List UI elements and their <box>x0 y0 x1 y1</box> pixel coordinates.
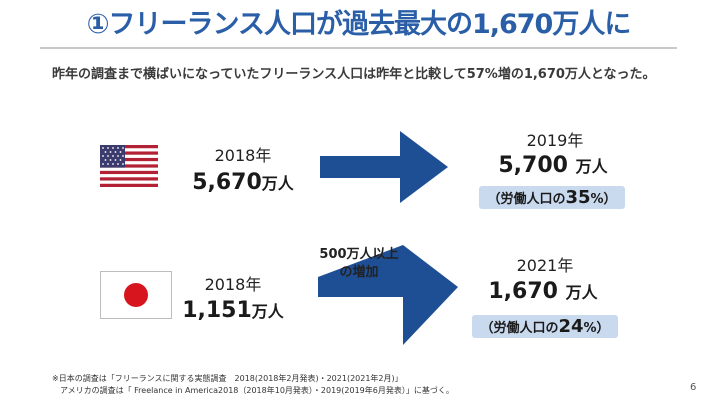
jp-before-population: 1,151万人 <box>168 298 298 323</box>
footnotes: ※日本の調査は「フリーランスに関する実態調査 2018(2018年2月発表)・2… <box>52 373 454 397</box>
jp-share-pct: 24 <box>558 316 584 337</box>
us-labor-share-badge: （労働人口の35%） <box>479 186 625 209</box>
jp-after-year: 2021年 <box>516 256 574 275</box>
title-divider <box>40 47 677 49</box>
us-before-year: 2018年 <box>214 146 272 165</box>
jp-share-prefix: （労働人口の <box>480 321 559 336</box>
us-flag-stripes <box>100 145 158 187</box>
jp-before-value: 1,151 <box>182 298 252 323</box>
jp-share-suffix: %） <box>583 321 610 336</box>
page-number: 6 <box>690 382 697 393</box>
us-before-population: 5,670万人 <box>178 170 308 195</box>
us-after-value: 5,700 <box>498 153 568 178</box>
us-flag-stars <box>102 147 124 165</box>
jp-before-unit: 万人 <box>251 302 284 321</box>
jp-after-value: 1,670 <box>488 279 558 304</box>
us-share-suffix: %） <box>590 192 617 207</box>
us-before-unit: 万人 <box>261 174 294 193</box>
us-flag-icon <box>100 145 158 187</box>
jp-after-unit: 万人 <box>565 283 598 302</box>
us-after-year: 2019年 <box>526 131 584 150</box>
us-before-value: 5,670 <box>192 170 262 195</box>
jp-before-year: 2018年 <box>204 275 262 294</box>
us-after-unit: 万人 <box>575 157 608 176</box>
jp-after-population: 1,670 万人 <box>468 279 618 304</box>
lead-text: 昨年の調査まで横ばいになっていたフリーランス人口は昨年と比較して57%増の1,6… <box>52 67 656 82</box>
us-share-pct: 35 <box>565 187 591 208</box>
page-title: ①フリーランス人口が過去最大の1,670万人に <box>86 9 632 40</box>
jp-growth-arrow <box>318 245 458 345</box>
japan-flag-sun <box>124 283 148 307</box>
footnote-us: アメリカの調査は「 Freelance in America2018（2018年… <box>52 386 454 395</box>
us-growth-arrow <box>320 131 448 203</box>
jp-increase-line1: 500万人以上 <box>319 247 399 262</box>
us-after-population: 5,700 万人 <box>478 153 628 178</box>
us-share-prefix: （労働人口の <box>487 192 566 207</box>
japan-flag-icon <box>100 271 172 319</box>
jp-increase-note: 500万人以上 の増加 <box>304 246 414 282</box>
jp-labor-share-badge: （労働人口の24%） <box>472 315 618 338</box>
footnote-japan: ※日本の調査は「フリーランスに関する実態調査 2018(2018年2月発表)・2… <box>52 374 403 383</box>
jp-increase-line2: の増加 <box>339 265 379 280</box>
